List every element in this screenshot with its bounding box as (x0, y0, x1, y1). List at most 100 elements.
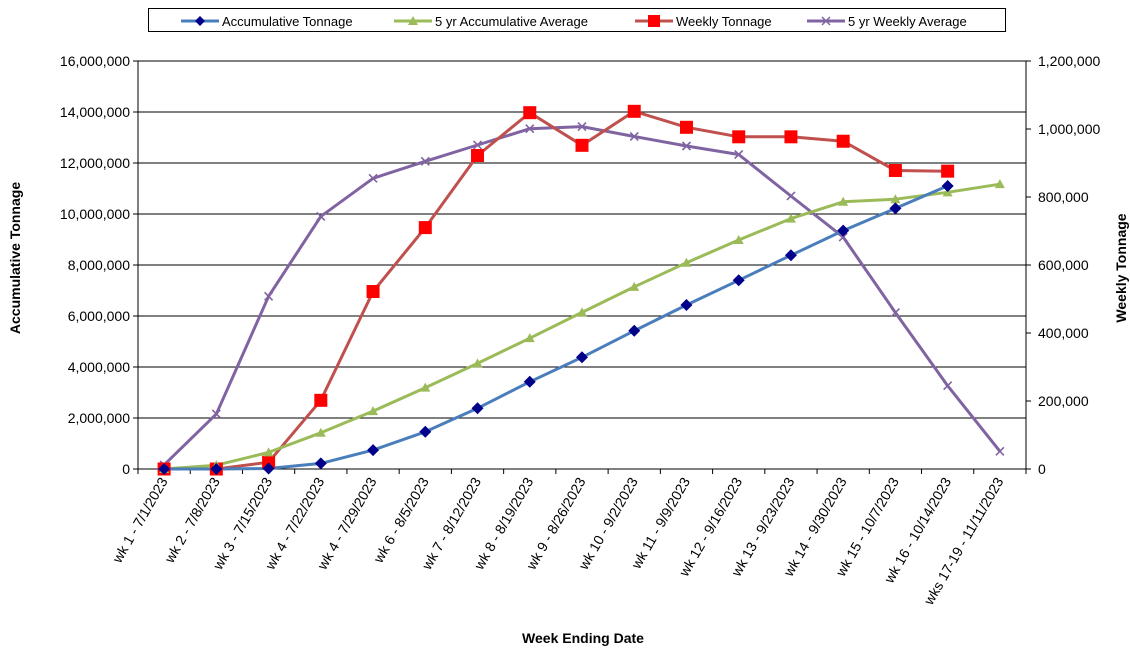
gridlines (138, 60, 1026, 470)
data-point (734, 149, 744, 160)
data-point (419, 425, 432, 438)
data-point (941, 179, 954, 192)
data-point (732, 130, 746, 144)
data-point (838, 196, 849, 206)
legend-item-accumulative-tonnage: Accumulative Tonnage (181, 12, 353, 30)
data-point (943, 381, 953, 391)
x-tick-label: wk 6 - 8/5/2023 (370, 474, 432, 566)
legend-item-5yr-weekly-average: 5 yr Weekly Average (807, 12, 967, 30)
data-point (786, 191, 796, 201)
data-point (784, 130, 798, 144)
legend: Accumulative Tonnage 5 yr Accumulative A… (148, 8, 1006, 32)
legend-swatch-square-icon (635, 15, 673, 27)
legend-item-5yr-accumulative-average: 5 yr Accumulative Average (394, 12, 588, 30)
y-tick-label: 0 (122, 461, 130, 477)
data-point (264, 291, 274, 301)
x-tick-label: wk 1 - 7/1/2023 (108, 474, 170, 566)
y-tick-label: 14,000,000 (60, 104, 130, 120)
data-point (366, 285, 380, 299)
data-point (733, 235, 744, 245)
legend-swatch-triangle-icon (394, 16, 432, 25)
data-point (629, 281, 640, 291)
x-axis-title: Week Ending Date (522, 630, 644, 646)
data-point (995, 446, 1005, 456)
series-line-1 (163, 182, 1001, 471)
data-point (471, 402, 484, 415)
y2-tick-label: 200,000 (1038, 393, 1089, 409)
y-tick-label: 12,000,000 (60, 155, 130, 171)
data-point (838, 232, 848, 242)
data-point (837, 224, 850, 237)
legend-label: Accumulative Tonnage (222, 13, 353, 29)
data-point (679, 120, 693, 134)
data-point (890, 308, 900, 318)
y-tick-label: 10,000,000 (60, 206, 130, 222)
series-lines (163, 109, 1002, 471)
data-point (941, 164, 955, 178)
data-point (575, 138, 589, 152)
data-point (158, 463, 171, 475)
y2-tick-label: 1,000,000 (1038, 121, 1100, 137)
y-tick-label: 6,000,000 (68, 308, 130, 324)
data-point (316, 211, 326, 221)
data-point (836, 134, 850, 148)
data-point (472, 140, 483, 150)
data-point (680, 299, 693, 312)
data-point (418, 221, 432, 235)
data-point (681, 257, 692, 267)
tick-labels: 0 2,000,000 4,000,000 6,000,000 8,000,000 10,… (60, 53, 1101, 608)
legend-label: Weekly Tonnage (676, 13, 772, 29)
legend-swatch-diamond-icon (181, 16, 219, 26)
data-point (577, 122, 587, 132)
y2-tick-label: 1,200,000 (1038, 53, 1100, 69)
data-point (523, 106, 537, 120)
data-point (263, 447, 274, 457)
data-point (314, 393, 328, 407)
data-point (889, 202, 902, 215)
data-point (524, 333, 535, 343)
data-point (315, 427, 326, 437)
x-tick-label: wk 2 - 7/8/2023 (161, 474, 223, 566)
data-point (472, 358, 483, 368)
data-point (681, 141, 692, 151)
y2-tick-label: 800,000 (1038, 189, 1089, 205)
data-point (785, 213, 796, 223)
data-point (576, 351, 588, 364)
series-markers (157, 104, 1005, 476)
series-line-2 (164, 109, 948, 471)
data-point (262, 462, 275, 475)
data-point (211, 409, 221, 419)
data-point (210, 463, 223, 475)
data-point (627, 104, 641, 118)
y-axis-title: Accumulative Tonnage (7, 182, 23, 334)
legend-swatch-x-icon (807, 16, 845, 26)
data-point (525, 124, 535, 134)
data-point (314, 457, 327, 470)
y-tick-label: 8,000,000 (68, 257, 130, 273)
data-point (471, 149, 485, 163)
y-tick-label: 2,000,000 (68, 410, 130, 426)
legend-label: 5 yr Accumulative Average (435, 13, 588, 29)
data-point (629, 131, 639, 142)
legend-label: 5 yr Weekly Average (848, 13, 967, 29)
data-point (994, 179, 1005, 189)
data-point (368, 406, 379, 416)
data-point (420, 156, 430, 166)
y-tick-label: 4,000,000 (68, 359, 130, 375)
data-point (577, 307, 587, 317)
series-line-3 (163, 125, 1002, 466)
data-point (368, 173, 378, 183)
data-point (628, 324, 641, 337)
data-point (523, 375, 536, 388)
data-point (420, 382, 431, 392)
axes (133, 60, 1031, 474)
data-point (784, 249, 797, 262)
legend-item-weekly-tonnage: Weekly Tonnage (635, 12, 772, 30)
data-point (262, 455, 276, 469)
y2-axis-title: Weekly Tonnage (1113, 213, 1129, 322)
data-point (732, 274, 745, 287)
y-tick-label: 16,000,000 (60, 53, 130, 69)
series-line-0 (164, 184, 949, 471)
y2-tick-label: 400,000 (1038, 325, 1089, 341)
